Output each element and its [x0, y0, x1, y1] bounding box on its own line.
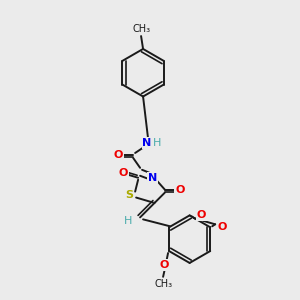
Text: O: O [114, 150, 123, 160]
Text: O: O [159, 260, 169, 270]
Text: O: O [175, 184, 184, 195]
Text: S: S [125, 190, 133, 200]
Text: N: N [142, 138, 152, 148]
Text: CH₃: CH₃ [154, 279, 172, 289]
Text: O: O [118, 168, 128, 178]
Text: O: O [218, 222, 227, 232]
Text: H: H [153, 138, 161, 148]
Text: O: O [197, 210, 206, 220]
Text: N: N [148, 173, 158, 183]
Text: CH₃: CH₃ [132, 24, 150, 34]
Text: H: H [124, 216, 132, 226]
